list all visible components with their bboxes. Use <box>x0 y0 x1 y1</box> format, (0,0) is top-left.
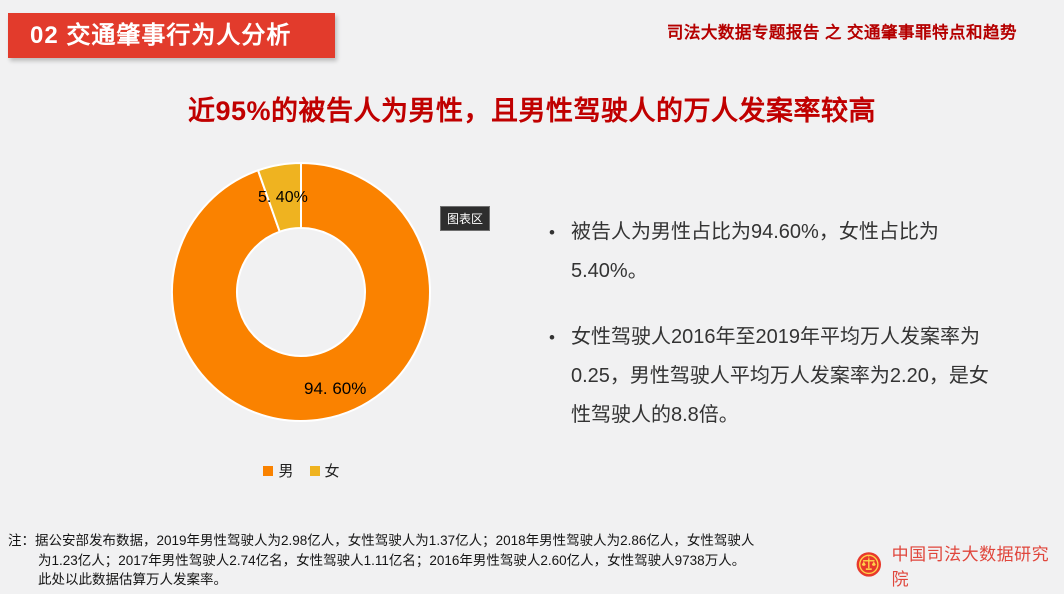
slice-label-female: 5. 40% <box>258 189 308 206</box>
legend-item-male[interactable]: 男 <box>263 460 294 481</box>
bullet-gender-share: 被告人为男性占比为94.60%，女性占比为5.40%。 <box>546 213 1001 291</box>
footnote: 注：据公安部发布数据，2019年男性驾驶人为2.98亿人，女性驾驶人为1.37亿… <box>8 531 878 590</box>
bullet-incidence-rate: 女性驾驶人2016年至2019年平均万人发案率为0.25，男性驾驶人平均万人发案… <box>546 318 1001 435</box>
legend-item-female[interactable]: 女 <box>309 460 340 481</box>
footnote-line: 此处以此数据估算万人发案率。 <box>38 572 227 587</box>
legend-label-female: 女 <box>324 463 340 480</box>
legend-label-male: 男 <box>278 463 294 480</box>
page-title: 近95%的被告人为男性，且男性驾驶人的万人发案率较高 <box>187 96 877 126</box>
legend-swatch-male-icon <box>263 465 274 476</box>
chart-area-tooltip: 图表区 <box>440 206 491 231</box>
section-banner: 02 交通肇事行为人分析 <box>8 13 335 58</box>
legend-swatch-female-icon <box>309 465 320 476</box>
institute-logo: 中国司法大数据研究院 <box>855 540 1064 590</box>
institute-name: 中国司法大数据研究院 <box>891 545 1050 589</box>
chart-legend[interactable]: 男 女 <box>161 460 442 481</box>
slice-label-male: 94. 60% <box>304 379 367 398</box>
key-findings: 被告人为男性占比为94.60%，女性占比为5.40%。 女性驾驶人2016年至2… <box>546 213 1001 462</box>
footnote-line: 为1.23亿人；2017年男性驾驶人2.74亿名，女性驾驶人1.11亿名；201… <box>38 552 746 568</box>
donut-slice-male[interactable] <box>170 161 431 422</box>
footnote-line: 注：据公安部发布数据，2019年男性驾驶人为2.98亿人，女性驾驶人为1.37亿… <box>8 533 755 548</box>
gender-donut-chart[interactable] <box>160 151 442 433</box>
donut-slice-female[interactable] <box>256 161 302 233</box>
court-emblem-icon <box>856 552 882 577</box>
report-title: 司法大数据专题报告 之 交通肇事罪特点和趋势 <box>666 24 1017 42</box>
